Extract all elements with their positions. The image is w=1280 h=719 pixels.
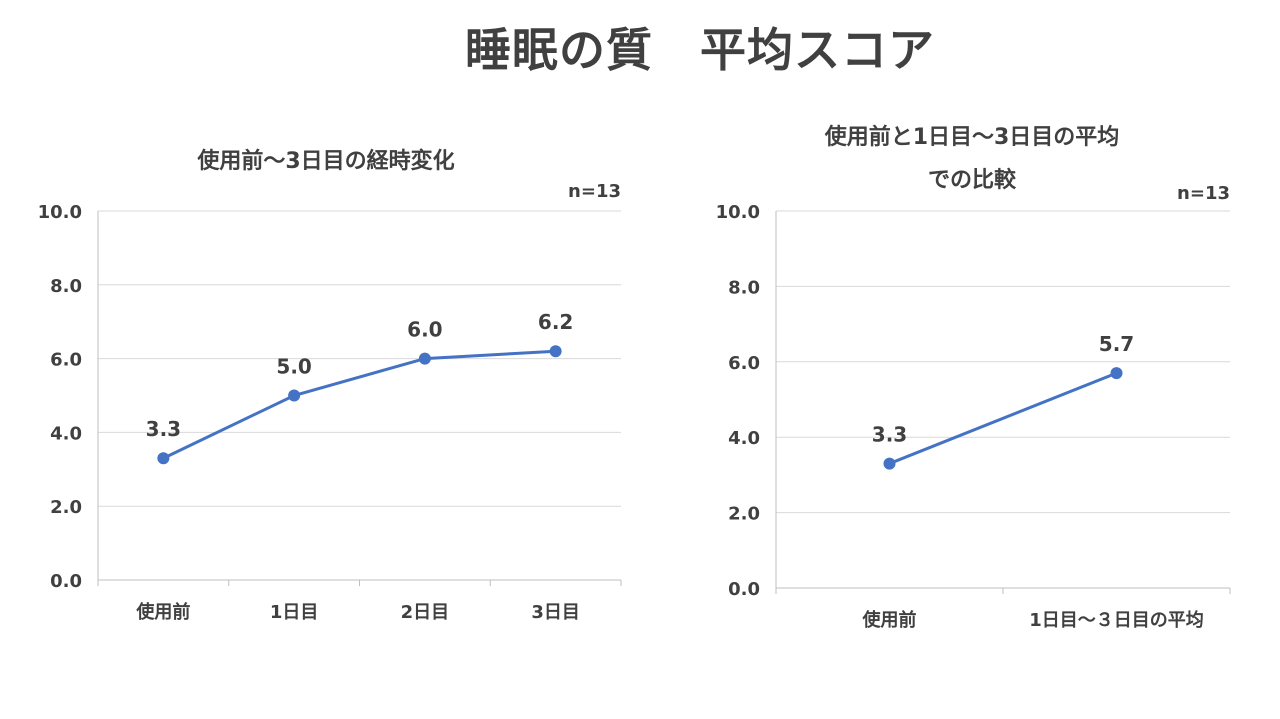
left-title-line: 使用前～3日目の経時変化: [196, 148, 454, 174]
left-y-tick-label: 10.0: [38, 202, 82, 223]
left-data-point: [549, 345, 562, 358]
left-n-label: n=13: [568, 181, 621, 202]
left-data-point: [418, 352, 431, 365]
right-y-tick-label: 8.0: [728, 277, 760, 298]
left-x-tick-label: 1日目: [270, 602, 319, 623]
right-y-tick-label: 10.0: [716, 202, 760, 223]
right-data-point: [883, 457, 896, 470]
left-y-tick-label: 8.0: [50, 276, 82, 297]
left-data-label: 6.0: [407, 318, 442, 342]
left-x-tick-label: 使用前: [135, 601, 190, 623]
left-data-point: [157, 452, 170, 465]
right-series-line: [888, 371, 1118, 465]
left-y-tick-label: 4.0: [50, 423, 82, 444]
right-y-tick-label: 2.0: [728, 504, 760, 525]
right-data-label: 3.3: [872, 423, 907, 447]
left-data-label: 5.0: [276, 355, 311, 379]
right-data-label: 5.7: [1099, 332, 1134, 356]
left-data-point: [288, 389, 301, 402]
right-y-tick-label: 4.0: [728, 428, 760, 449]
left-x-tick-label: 3日目: [531, 602, 580, 623]
right-n-label: n=13: [1177, 183, 1230, 204]
left-y-tick-label: 0.0: [50, 571, 82, 592]
left-y-tick-label: 6.0: [50, 350, 82, 371]
right-title-line: での比較: [928, 167, 1017, 193]
right-x-tick-label: 1日目～３日目の平均: [1029, 609, 1204, 631]
left-y-tick-label: 2.0: [50, 497, 82, 518]
right-x-tick-label: 使用前: [862, 609, 917, 631]
right-title-line: 使用前と1日目～3日目の平均: [824, 124, 1120, 150]
left-x-tick-label: 2日目: [401, 602, 450, 623]
line-chart-time-course: 使用前～3日目の経時変化 n=13 0.0 2.0 4.0 6.0 8.0 10.0 使用前 1日…: [38, 148, 622, 623]
right-data-point: [1110, 367, 1123, 380]
left-data-label: 3.3: [146, 417, 181, 441]
right-y-tick-label: 0.0: [728, 579, 760, 600]
left-data-label: 6.2: [538, 310, 573, 334]
left-series-line: [162, 349, 556, 460]
right-y-tick-label: 6.0: [728, 353, 760, 374]
main-title: 睡眠の質 平均スコア: [465, 23, 935, 77]
